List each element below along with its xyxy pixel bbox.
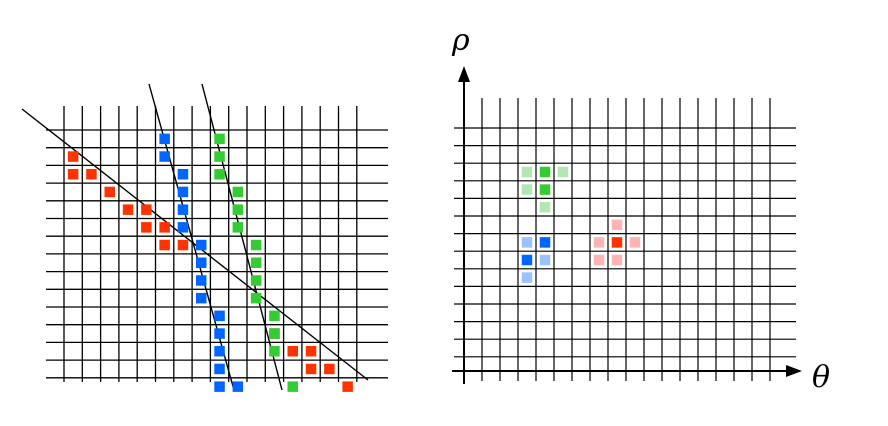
edge-point-blue	[214, 363, 225, 375]
accumulator-cell-green-weak	[539, 201, 551, 213]
edge-point-blue	[177, 204, 189, 215]
edge-point-green	[232, 204, 244, 215]
edge-point-green	[250, 257, 262, 268]
hough-space-grid	[454, 98, 796, 381]
theta-axis-label: θ	[812, 360, 830, 395]
edge-point-blue	[196, 292, 207, 304]
edge-point-red	[141, 222, 152, 233]
accumulator-cell-blue-weak	[521, 237, 533, 248]
accumulator-cell-red-weak	[629, 237, 641, 248]
edge-point-red	[104, 186, 115, 198]
accumulator-cell-green-weak	[557, 166, 569, 178]
edge-point-green	[269, 310, 280, 322]
accumulator-cells	[521, 166, 641, 283]
edge-point-blue	[177, 222, 189, 233]
accumulator-cell-red-peak	[611, 237, 623, 248]
edge-point-red	[177, 239, 189, 251]
edge-point-red	[305, 363, 317, 375]
edge-point-blue	[159, 151, 170, 162]
rho-axis-label: ρ	[451, 23, 470, 58]
edge-point-blue	[214, 328, 225, 339]
theta-axis-arrow	[786, 365, 802, 377]
edge-point-green	[214, 151, 225, 162]
edge-point-blue	[159, 133, 170, 145]
accumulator-cell-green-peak	[539, 166, 551, 178]
edge-point-blue	[214, 310, 225, 322]
edge-point-blue	[196, 239, 207, 251]
edge-point-blue	[214, 381, 225, 392]
edge-point-red	[86, 169, 97, 180]
edge-points	[67, 133, 353, 392]
edge-point-red	[342, 381, 353, 392]
edge-point-blue	[177, 169, 189, 180]
rho-axis-arrow	[458, 66, 470, 82]
edge-point-red	[324, 363, 335, 375]
accumulator-cell-blue-weak	[539, 254, 551, 266]
edge-point-green	[269, 346, 280, 357]
edge-point-green	[250, 292, 262, 304]
edge-point-green	[214, 133, 225, 145]
hough-space-axes	[452, 66, 802, 384]
accumulator-cell-blue-peak	[539, 237, 551, 248]
accumulator-cell-green-peak	[539, 184, 551, 195]
edge-point-red	[305, 346, 317, 357]
accumulator-cell-red-weak	[611, 254, 623, 266]
edge-point-blue	[196, 275, 207, 286]
edge-point-red	[122, 204, 134, 215]
edge-point-red	[141, 204, 152, 215]
edge-point-red	[67, 169, 79, 180]
edge-point-green	[250, 275, 262, 286]
accumulator-cell-green-weak	[521, 184, 533, 195]
image-space-grid	[46, 106, 388, 382]
edge-point-green	[232, 186, 244, 198]
accumulator-cell-blue-peak	[521, 254, 533, 266]
edge-point-blue	[232, 381, 244, 392]
edge-point-red	[67, 151, 79, 162]
accumulator-cell-red-weak	[593, 237, 605, 248]
edge-point-blue	[177, 186, 189, 198]
edge-point-green	[232, 222, 244, 233]
edge-point-green	[287, 381, 298, 392]
fitted-line-red	[21, 108, 369, 381]
edge-point-red	[159, 239, 170, 251]
edge-point-blue	[214, 346, 225, 357]
edge-point-green	[269, 328, 280, 339]
edge-point-green	[250, 239, 262, 251]
accumulator-cell-blue-weak	[521, 272, 533, 283]
edge-point-green	[214, 169, 225, 180]
accumulator-cell-green-weak	[521, 166, 533, 178]
edge-point-red	[159, 222, 170, 233]
edge-point-red	[287, 346, 298, 357]
edge-point-blue	[196, 257, 207, 268]
accumulator-cell-red-weak	[611, 219, 623, 231]
accumulator-cell-red-weak	[593, 254, 605, 266]
